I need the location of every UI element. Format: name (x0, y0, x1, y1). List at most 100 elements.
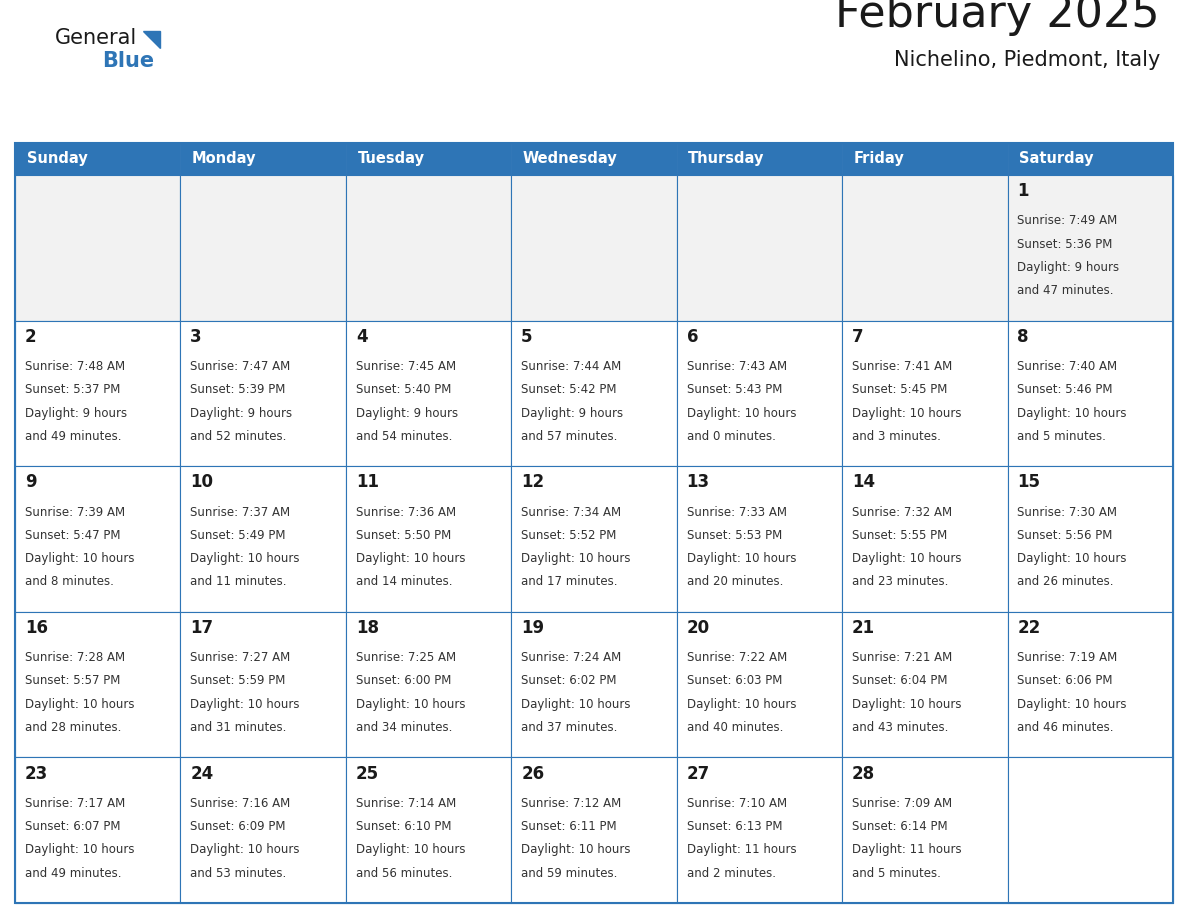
Text: and 52 minutes.: and 52 minutes. (190, 430, 286, 442)
Bar (842, 175, 1007, 320)
Text: 3: 3 (190, 328, 202, 346)
Bar (1007, 611, 1173, 757)
Text: Daylight: 9 hours: Daylight: 9 hours (190, 407, 292, 420)
Text: Daylight: 10 hours: Daylight: 10 hours (355, 552, 466, 565)
Text: and 3 minutes.: and 3 minutes. (852, 430, 941, 442)
Text: and 0 minutes.: and 0 minutes. (687, 430, 776, 442)
Text: 18: 18 (355, 619, 379, 637)
Text: Sunset: 5:59 PM: Sunset: 5:59 PM (190, 675, 286, 688)
Text: and 59 minutes.: and 59 minutes. (522, 867, 618, 879)
Text: 12: 12 (522, 474, 544, 491)
Bar (842, 143, 1007, 175)
Text: Daylight: 10 hours: Daylight: 10 hours (1017, 407, 1127, 420)
Text: and 43 minutes.: and 43 minutes. (852, 721, 948, 734)
Text: Sunrise: 7:12 AM: Sunrise: 7:12 AM (522, 797, 621, 810)
Text: Daylight: 10 hours: Daylight: 10 hours (190, 698, 299, 711)
Text: 28: 28 (852, 765, 876, 783)
Bar (181, 466, 346, 611)
Text: Sunrise: 7:14 AM: Sunrise: 7:14 AM (355, 797, 456, 810)
Text: and 23 minutes.: and 23 minutes. (852, 576, 948, 588)
Text: Sunset: 5:57 PM: Sunset: 5:57 PM (25, 675, 120, 688)
Bar (15, 611, 181, 757)
Text: Sunset: 5:52 PM: Sunset: 5:52 PM (522, 529, 617, 542)
Text: Daylight: 10 hours: Daylight: 10 hours (1017, 698, 1127, 711)
Text: Sunrise: 7:48 AM: Sunrise: 7:48 AM (25, 360, 125, 373)
Bar (346, 320, 511, 466)
Text: Daylight: 9 hours: Daylight: 9 hours (355, 407, 457, 420)
Text: 23: 23 (25, 765, 49, 783)
Text: Sunrise: 7:10 AM: Sunrise: 7:10 AM (687, 797, 786, 810)
Text: 11: 11 (355, 474, 379, 491)
Text: Sunset: 5:39 PM: Sunset: 5:39 PM (190, 383, 286, 397)
Text: Sunset: 6:00 PM: Sunset: 6:00 PM (355, 675, 451, 688)
Text: 13: 13 (687, 474, 709, 491)
Text: 4: 4 (355, 328, 367, 346)
Text: Sunrise: 7:37 AM: Sunrise: 7:37 AM (190, 506, 291, 519)
Text: 24: 24 (190, 765, 214, 783)
Text: and 40 minutes.: and 40 minutes. (687, 721, 783, 734)
Bar (181, 320, 346, 466)
Text: Sunset: 5:43 PM: Sunset: 5:43 PM (687, 383, 782, 397)
Text: Sunset: 6:11 PM: Sunset: 6:11 PM (522, 820, 617, 833)
Text: 1: 1 (1017, 183, 1029, 200)
Bar (346, 466, 511, 611)
Bar (677, 466, 842, 611)
Text: 2: 2 (25, 328, 37, 346)
Text: February 2025: February 2025 (835, 0, 1159, 36)
Text: 9: 9 (25, 474, 37, 491)
Bar (842, 611, 1007, 757)
Text: Daylight: 10 hours: Daylight: 10 hours (190, 844, 299, 856)
Text: Sunrise: 7:49 AM: Sunrise: 7:49 AM (1017, 214, 1118, 228)
Bar (1007, 320, 1173, 466)
Bar (842, 466, 1007, 611)
Text: Sunday: Sunday (26, 151, 88, 166)
Text: Sunrise: 7:43 AM: Sunrise: 7:43 AM (687, 360, 786, 373)
Text: Sunset: 5:37 PM: Sunset: 5:37 PM (25, 383, 120, 397)
Bar (511, 175, 677, 320)
Text: Sunrise: 7:22 AM: Sunrise: 7:22 AM (687, 651, 786, 664)
Text: and 8 minutes.: and 8 minutes. (25, 576, 114, 588)
Text: General: General (55, 28, 138, 48)
Text: Daylight: 9 hours: Daylight: 9 hours (25, 407, 127, 420)
Text: Sunset: 5:49 PM: Sunset: 5:49 PM (190, 529, 286, 542)
Bar (15, 466, 181, 611)
Text: Daylight: 10 hours: Daylight: 10 hours (687, 552, 796, 565)
Text: 21: 21 (852, 619, 876, 637)
Text: and 11 minutes.: and 11 minutes. (190, 576, 286, 588)
Text: 16: 16 (25, 619, 48, 637)
Text: Friday: Friday (854, 151, 904, 166)
Text: Sunset: 5:40 PM: Sunset: 5:40 PM (355, 383, 451, 397)
Text: Daylight: 10 hours: Daylight: 10 hours (355, 844, 466, 856)
Bar (677, 611, 842, 757)
Text: Daylight: 10 hours: Daylight: 10 hours (852, 698, 961, 711)
Text: 8: 8 (1017, 328, 1029, 346)
Text: Sunrise: 7:47 AM: Sunrise: 7:47 AM (190, 360, 291, 373)
Text: Daylight: 10 hours: Daylight: 10 hours (522, 844, 631, 856)
Text: 25: 25 (355, 765, 379, 783)
Bar (346, 143, 511, 175)
Text: Sunrise: 7:36 AM: Sunrise: 7:36 AM (355, 506, 456, 519)
Text: 7: 7 (852, 328, 864, 346)
Bar (1007, 143, 1173, 175)
Text: 27: 27 (687, 765, 710, 783)
Bar (15, 175, 181, 320)
Bar (1007, 175, 1173, 320)
Text: Daylight: 10 hours: Daylight: 10 hours (190, 552, 299, 565)
Bar (346, 757, 511, 903)
Text: Daylight: 11 hours: Daylight: 11 hours (852, 844, 962, 856)
Text: Sunrise: 7:19 AM: Sunrise: 7:19 AM (1017, 651, 1118, 664)
Text: Sunset: 5:45 PM: Sunset: 5:45 PM (852, 383, 948, 397)
Bar (346, 611, 511, 757)
Text: and 14 minutes.: and 14 minutes. (355, 576, 453, 588)
Text: Sunset: 6:03 PM: Sunset: 6:03 PM (687, 675, 782, 688)
Bar (181, 611, 346, 757)
Text: Sunset: 5:55 PM: Sunset: 5:55 PM (852, 529, 947, 542)
Text: Daylight: 10 hours: Daylight: 10 hours (522, 552, 631, 565)
Text: Daylight: 10 hours: Daylight: 10 hours (687, 698, 796, 711)
Text: and 26 minutes.: and 26 minutes. (1017, 576, 1114, 588)
Bar (15, 320, 181, 466)
Text: Sunrise: 7:34 AM: Sunrise: 7:34 AM (522, 506, 621, 519)
Text: Daylight: 10 hours: Daylight: 10 hours (25, 698, 134, 711)
Text: Sunrise: 7:27 AM: Sunrise: 7:27 AM (190, 651, 291, 664)
Text: 5: 5 (522, 328, 532, 346)
